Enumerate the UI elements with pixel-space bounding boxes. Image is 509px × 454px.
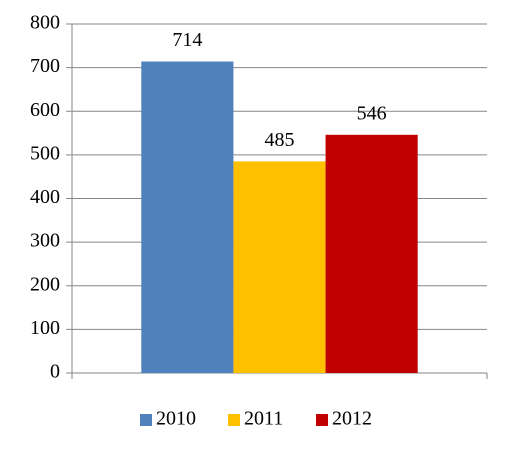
bar xyxy=(141,61,234,373)
y-tick-label: 600 xyxy=(30,99,60,121)
legend-swatch xyxy=(140,414,152,426)
y-tick-label: 200 xyxy=(30,273,60,295)
y-tick-label: 800 xyxy=(30,12,60,34)
legend-label: 2012 xyxy=(332,408,372,430)
data-label: 546 xyxy=(357,102,387,124)
bar xyxy=(233,161,326,373)
legend-swatch xyxy=(228,414,240,426)
y-tick-label: 700 xyxy=(30,55,60,77)
bar xyxy=(325,134,418,373)
y-tick-label: 400 xyxy=(30,186,60,208)
legend-swatch xyxy=(316,414,328,426)
y-tick-label: 0 xyxy=(50,361,60,383)
data-label: 485 xyxy=(265,129,295,151)
y-tick-label: 500 xyxy=(30,142,60,164)
y-tick-label: 300 xyxy=(30,230,60,252)
y-tick-label: 100 xyxy=(30,317,60,339)
data-label: 714 xyxy=(172,29,202,51)
legend-label: 2011 xyxy=(244,408,283,430)
legend-label: 2010 xyxy=(156,408,196,430)
